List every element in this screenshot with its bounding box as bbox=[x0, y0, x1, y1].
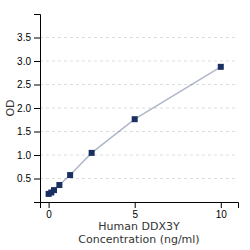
y-axis: 0.5 1.0 1.5 2.0 2.5 3.0 3.5 bbox=[17, 15, 40, 203]
point bbox=[132, 116, 138, 122]
x-axis-tick: 5 bbox=[132, 202, 138, 220]
y-axis-line bbox=[34, 15, 41, 203]
y-axis-tick: 1.0 bbox=[17, 150, 40, 161]
y-axis-tick: 3.5 bbox=[17, 32, 40, 43]
y-axis-tick-label: 3.5 bbox=[17, 32, 31, 43]
y-axis-tick-label: 3.0 bbox=[17, 56, 31, 67]
grid-line bbox=[40, 37, 238, 38]
x-axis-line bbox=[41, 203, 239, 209]
plot: 0 5 10 0.5 1.0 1.5 2.0 2.5 3.0 3.5 bbox=[17, 15, 238, 221]
x-axis-tick-label: 0 bbox=[46, 209, 52, 220]
x-axis-tick: 10 bbox=[216, 202, 228, 220]
grid bbox=[40, 38, 238, 179]
y-axis-tick-label: 0.5 bbox=[17, 173, 31, 184]
x-axis-tick-mark bbox=[221, 202, 222, 208]
x-axis-tick-mark bbox=[49, 202, 50, 208]
point bbox=[89, 150, 95, 156]
x-axis-tick-label: 10 bbox=[216, 209, 228, 220]
x-axis-tick-mark bbox=[135, 202, 136, 208]
y-axis-tick: 2.0 bbox=[17, 103, 40, 114]
grid-line bbox=[40, 155, 238, 156]
y-axis-tick-label: 2.0 bbox=[17, 103, 31, 114]
y-axis-tick: 3.0 bbox=[17, 56, 40, 67]
point bbox=[56, 182, 62, 188]
point bbox=[51, 187, 57, 193]
point bbox=[67, 172, 73, 178]
marks bbox=[46, 64, 224, 197]
y-axis-tick: 1.5 bbox=[17, 126, 40, 137]
line bbox=[49, 67, 221, 194]
y-axis-tick-mark bbox=[34, 85, 40, 86]
x-axis-tick-label: 5 bbox=[132, 209, 138, 220]
grid-line bbox=[40, 61, 238, 62]
x-axis-tick: 0 bbox=[46, 202, 52, 220]
y-axis-tick-mark bbox=[34, 38, 40, 39]
x-axis-title: Human DDX3YConcentration (ng/ml) bbox=[78, 220, 199, 246]
y-axis-tick-mark bbox=[34, 108, 40, 109]
y-axis-tick: 0.5 bbox=[17, 173, 40, 184]
point bbox=[218, 64, 224, 70]
x-axis-title-line: Human DDX3Y bbox=[98, 220, 180, 233]
y-axis-title: OD bbox=[4, 99, 17, 116]
y-axis-tick: 2.5 bbox=[17, 79, 40, 90]
grid-line bbox=[40, 131, 238, 132]
grid-line bbox=[40, 84, 238, 85]
y-axis-tick-label: 2.5 bbox=[17, 79, 31, 90]
y-axis-tick-label: 1.0 bbox=[17, 150, 31, 161]
grid-line bbox=[40, 178, 238, 179]
y-axis-tick-mark bbox=[34, 61, 40, 62]
x-axis-title-line: Concentration (ng/ml) bbox=[78, 233, 199, 246]
y-axis-tick-mark bbox=[34, 132, 40, 133]
grid-line bbox=[40, 108, 238, 109]
chart: 0 5 10 0.5 1.0 1.5 2.0 2.5 3.0 3.5 Human DDX3YConc… bbox=[0, 0, 250, 250]
y-axis-tick-mark bbox=[34, 179, 40, 180]
y-axis-tick-label: 1.5 bbox=[17, 126, 31, 137]
x-axis: 0 5 10 bbox=[41, 202, 239, 220]
y-axis-tick-mark bbox=[34, 155, 40, 156]
